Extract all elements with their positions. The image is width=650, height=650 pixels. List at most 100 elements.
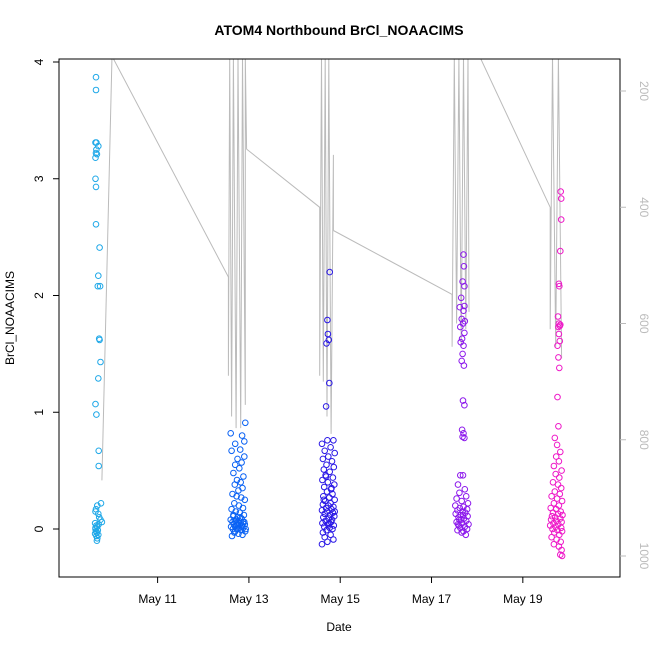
data-point <box>554 481 562 488</box>
data-point <box>557 484 565 492</box>
data-point <box>548 512 556 520</box>
data-point <box>456 489 463 497</box>
data-point <box>331 508 339 515</box>
data-point <box>459 397 467 404</box>
data-point <box>93 537 101 545</box>
data-point <box>558 467 565 474</box>
data-point <box>453 495 460 502</box>
data-point <box>234 455 241 463</box>
data-point <box>457 294 465 302</box>
data-point <box>95 447 102 455</box>
y2-tick-label: 1000 <box>637 543 650 570</box>
y-tick-label: 4 <box>32 58 46 65</box>
y2-tick-label: 400 <box>637 197 650 217</box>
data-point <box>326 519 333 527</box>
data-point <box>454 481 462 488</box>
data-point <box>461 434 468 442</box>
data-point <box>557 216 565 223</box>
data-point <box>92 73 100 81</box>
data-point <box>457 472 464 479</box>
data-point <box>460 430 467 437</box>
data-point <box>554 313 562 320</box>
data-point <box>329 525 336 533</box>
altitude-track-segment <box>101 59 229 481</box>
data-point <box>558 497 566 505</box>
data-point <box>96 244 103 251</box>
y-tick-label: 3 <box>32 175 46 182</box>
data-point <box>239 531 246 539</box>
data-point <box>557 188 565 195</box>
data-point <box>92 183 100 191</box>
data-point <box>240 473 247 480</box>
data-point <box>461 486 469 493</box>
data-point <box>92 525 99 533</box>
data-point <box>459 472 467 479</box>
x-tick-label: May 15 <box>321 592 361 606</box>
y2-tick-label: 200 <box>637 81 650 101</box>
data-point <box>324 437 331 444</box>
data-point <box>241 453 248 460</box>
data-point <box>326 379 333 387</box>
y-tick-label: 2 <box>32 292 46 299</box>
data-point <box>320 483 328 491</box>
data-point <box>323 488 331 495</box>
data-point <box>460 251 467 258</box>
data-point <box>242 525 249 533</box>
data-point <box>456 303 464 311</box>
data-point <box>555 423 562 430</box>
data-point <box>324 479 332 486</box>
data-point <box>231 481 239 488</box>
data-point <box>97 358 104 366</box>
data-point <box>557 247 564 255</box>
data-point <box>241 438 248 445</box>
data-point <box>460 263 468 270</box>
y-tick-label: 1 <box>32 409 46 416</box>
series-2 <box>227 419 249 540</box>
data-point <box>322 473 330 480</box>
data-point <box>461 302 468 310</box>
plot-border <box>58 58 621 578</box>
data-point <box>233 493 240 500</box>
data-point <box>238 432 246 439</box>
data-point <box>237 479 244 486</box>
data-point <box>550 462 558 470</box>
chart-title: ATOM4 Northbound BrCl_NOAACIMS <box>214 22 463 38</box>
data-point <box>554 393 561 401</box>
data-point <box>95 272 102 280</box>
data-point <box>555 280 563 288</box>
data-point <box>323 461 330 469</box>
data-point <box>458 497 466 505</box>
data-point <box>330 437 337 444</box>
y2-axis: 200 400 600 800 1000 <box>620 81 650 570</box>
data-point <box>94 502 101 509</box>
data-point <box>236 465 243 472</box>
data-point <box>330 463 338 471</box>
data-point <box>558 552 566 560</box>
data-point <box>93 139 100 146</box>
data-point <box>324 316 331 324</box>
data-point <box>92 154 99 161</box>
data-point <box>95 510 102 518</box>
data-point <box>323 340 330 347</box>
data-point <box>331 449 339 457</box>
data-point <box>227 430 234 437</box>
data-point <box>460 362 468 369</box>
data-point <box>327 444 334 451</box>
data-point <box>552 470 560 478</box>
data-point <box>230 511 237 519</box>
x-axis-label: Date <box>326 620 352 634</box>
data-point <box>555 354 562 361</box>
data-point <box>559 511 566 519</box>
data-point <box>459 350 466 358</box>
x-tick-label: May 11 <box>138 592 177 606</box>
altitude-track-segment <box>480 59 563 359</box>
series-1 <box>91 73 106 545</box>
x-tick-label: May 17 <box>412 592 452 606</box>
data-point <box>228 532 236 540</box>
data-point <box>92 86 100 94</box>
data-point <box>96 282 104 290</box>
data-point <box>95 142 102 150</box>
data-point <box>557 551 564 559</box>
data-point <box>326 268 334 276</box>
data-point <box>454 521 462 528</box>
